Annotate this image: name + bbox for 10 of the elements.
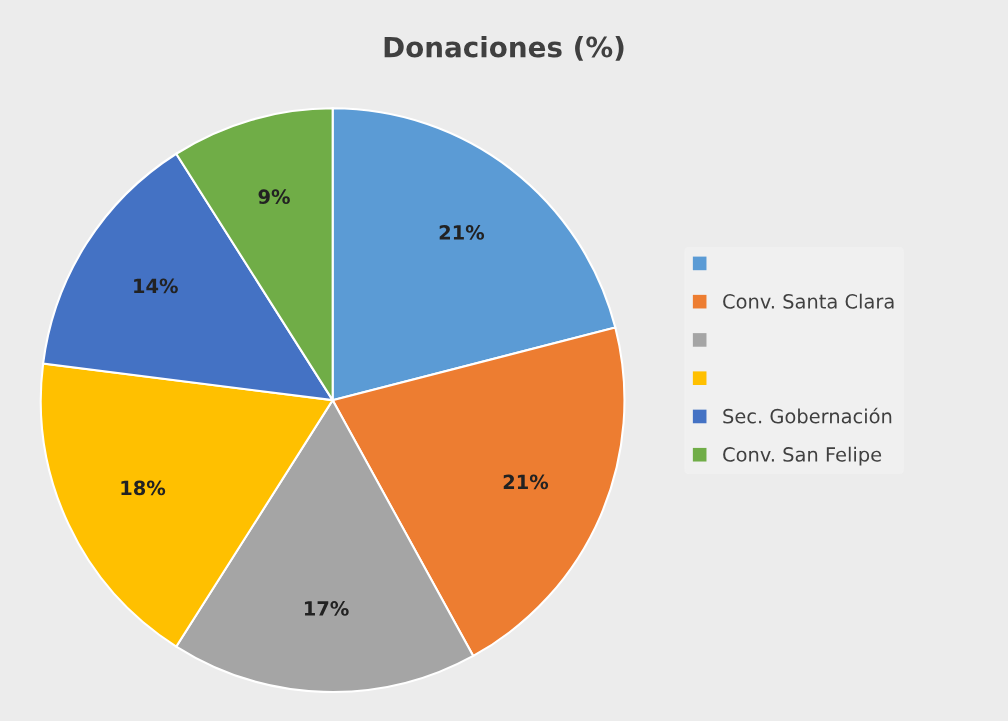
data-label: 17% — [304, 601, 349, 616]
data-label: 18% — [121, 480, 166, 496]
data-label: 21% — [439, 225, 485, 240]
legend-label: Sec. Gobernación — [723, 407, 892, 424]
data-label: 14% — [134, 278, 178, 294]
data-label: 21% — [503, 474, 549, 490]
chart-title: Donaciones (%) — [384, 36, 624, 61]
legend-label: Conv. Santa Clara — [723, 293, 894, 309]
data-label: 9% — [258, 189, 290, 205]
legend-label: Conv. San Felipe — [723, 446, 882, 466]
